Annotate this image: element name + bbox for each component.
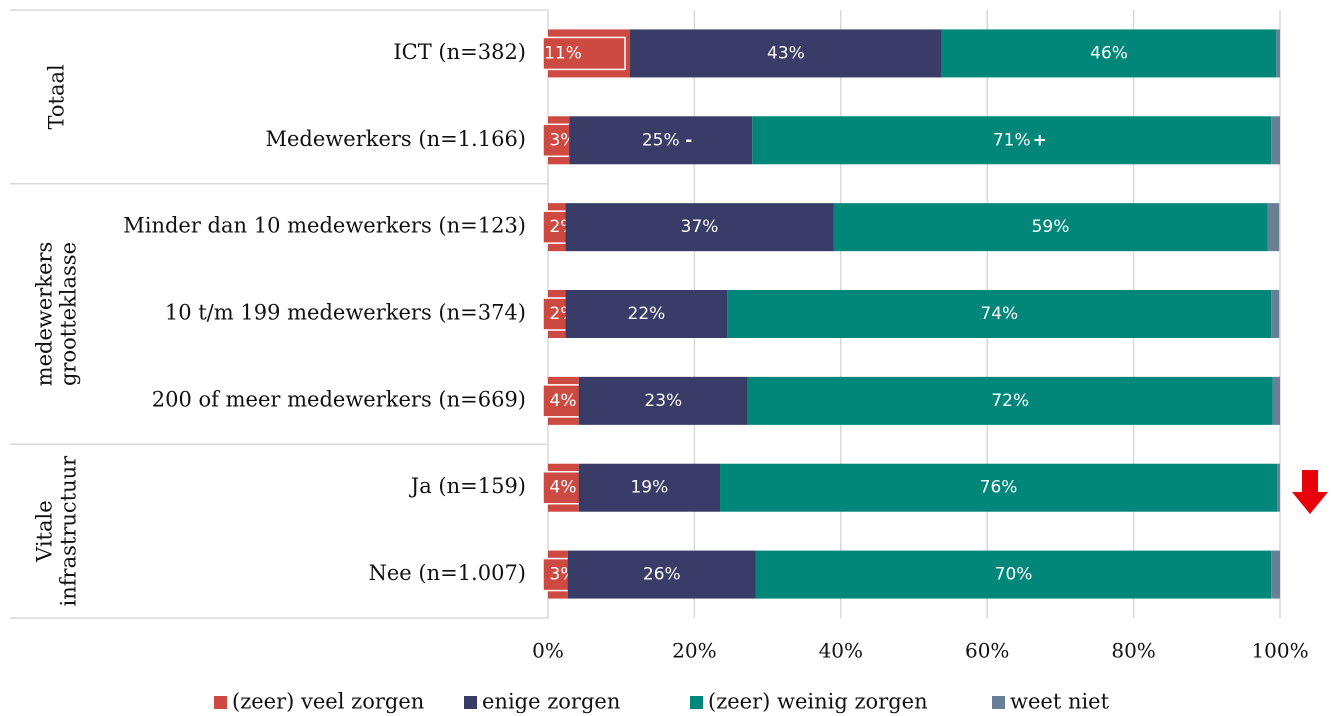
data-label: 11% — [544, 43, 582, 63]
y-tick-label: 10 t/m 199 medewerkers (n=374) — [165, 301, 526, 325]
arrow-icon — [1292, 470, 1328, 514]
y-tick-label: Ja (n=159) — [409, 474, 526, 498]
bar-segment — [565, 203, 834, 252]
y-tick-label: Medewerkers (n=1.166) — [265, 127, 526, 151]
bar-segment — [1267, 203, 1280, 252]
group-label: infrastructuur — [57, 455, 81, 607]
x-tick-label: 40% — [819, 639, 863, 663]
data-label: 43% — [767, 43, 805, 63]
legend-swatch — [690, 696, 703, 709]
data-label: 70% — [995, 565, 1033, 585]
bar-segment — [629, 29, 942, 78]
bar-segment — [747, 376, 1273, 425]
bar-segment — [578, 376, 748, 425]
data-label: 59% — [1032, 217, 1070, 237]
bar-segment — [1271, 290, 1280, 338]
bar-segment — [1277, 463, 1280, 512]
group-label: Vitale — [33, 500, 57, 563]
data-label: 46% — [1090, 43, 1128, 63]
data-label: 74% — [980, 304, 1018, 324]
label-box — [542, 470, 584, 505]
bar-segment — [833, 203, 1268, 252]
bar-segment — [578, 463, 721, 512]
x-tick-label: 100% — [1251, 639, 1308, 663]
data-label: 22% — [628, 304, 666, 324]
y-tick-label: Minder dan 10 medewerkers (n=123) — [123, 214, 526, 238]
data-label: 72% — [991, 391, 1029, 411]
bar-segment — [941, 29, 1277, 78]
x-tick-label: 60% — [965, 639, 1009, 663]
bar-segment — [567, 550, 756, 599]
data-label: 76% — [980, 478, 1018, 498]
bar-segment — [752, 116, 1272, 165]
data-label: 4% — [550, 391, 577, 411]
data-label: 37% — [681, 217, 719, 237]
legend-swatch — [214, 696, 227, 709]
legend-label: enige zorgen — [482, 690, 620, 714]
bar-segment — [565, 290, 728, 338]
group-label: Totaal — [45, 64, 69, 129]
bar-segment — [1271, 116, 1280, 165]
data-label: 25% — [642, 130, 680, 150]
bar-segment — [569, 116, 753, 165]
legend-label: weet niet — [1010, 690, 1110, 714]
data-label: 4% — [550, 478, 577, 498]
group-label: grootteklasse — [57, 242, 81, 386]
y-tick-label: 200 of meer medewerkers (n=669) — [152, 387, 526, 411]
data-label: 26% — [643, 565, 681, 585]
bar-segment — [755, 550, 1272, 599]
y-tick-label: ICT (n=382) — [393, 40, 526, 64]
label-box — [542, 36, 626, 71]
data-label: 23% — [644, 391, 682, 411]
x-tick-label: 0% — [532, 639, 564, 663]
legend-label: (zeer) weinig zorgen — [708, 690, 928, 714]
bar-segment — [720, 463, 1278, 512]
y-tick-label: Nee (n=1.007) — [368, 561, 526, 585]
significance-marker: + — [1033, 130, 1047, 150]
x-tick-label: 20% — [672, 639, 716, 663]
data-label: 19% — [630, 478, 668, 498]
bar-segment — [1276, 29, 1280, 78]
group-label: medewerkers — [33, 242, 57, 387]
legend-swatch — [464, 696, 477, 709]
bar-segment — [1272, 376, 1280, 425]
x-tick-label: 80% — [1111, 639, 1155, 663]
bar-segment — [1271, 550, 1280, 599]
legend-swatch — [992, 696, 1005, 709]
legend-label: (zeer) veel zorgen — [232, 690, 424, 714]
data-label: 71% — [993, 130, 1031, 150]
bar-segment — [727, 290, 1272, 338]
significance-marker: - — [685, 130, 692, 150]
